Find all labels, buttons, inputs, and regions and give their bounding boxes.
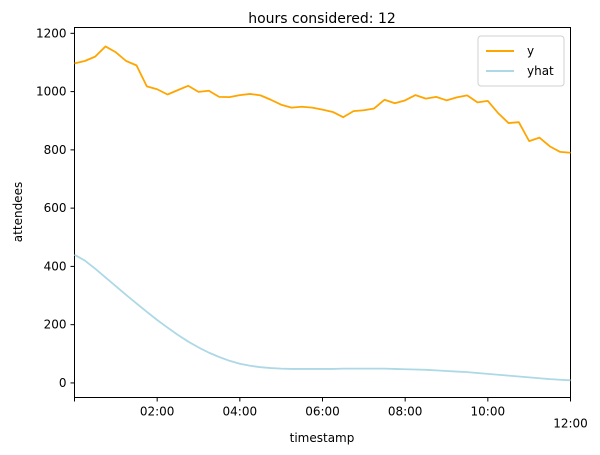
- plot-area: [74, 27, 571, 398]
- x-axis: 02:00 04:00 06:00 08:00 10:00 12:00: [74, 397, 588, 431]
- y-tick-label: 600: [44, 201, 67, 215]
- chart-title: hours considered: 12: [248, 11, 396, 27]
- x-tick-label: 04:00: [223, 405, 258, 419]
- y-axis-label: attendees: [11, 182, 25, 242]
- series-line-y: [74, 45, 571, 154]
- x-axis-label: timestamp: [290, 431, 355, 445]
- y-tick-label: 800: [44, 143, 67, 157]
- x-tick-label: 08:00: [388, 405, 423, 419]
- y-tick-label: 200: [44, 318, 67, 332]
- x-tick-label: 06:00: [305, 405, 340, 419]
- legend-label-y: y: [527, 44, 534, 58]
- y-tick-label: 1200: [36, 26, 67, 40]
- legend: y yhat: [477, 35, 565, 87]
- y-tick-label: 0: [59, 376, 67, 390]
- series-line-yhat: [74, 253, 571, 382]
- y-axis: 0 200 400 600 800 1000 1200: [36, 26, 75, 390]
- legend-label-yhat: yhat: [527, 64, 554, 78]
- y-tick-label: 400: [44, 259, 67, 273]
- y-tick-label: 1000: [36, 85, 67, 99]
- legend-box: [477, 35, 565, 87]
- x-tick-label: 02:00: [140, 405, 175, 419]
- x-tick-label: 12:00: [553, 417, 588, 431]
- series-layer: [74, 45, 571, 382]
- x-tick-label: 10:00: [471, 405, 506, 419]
